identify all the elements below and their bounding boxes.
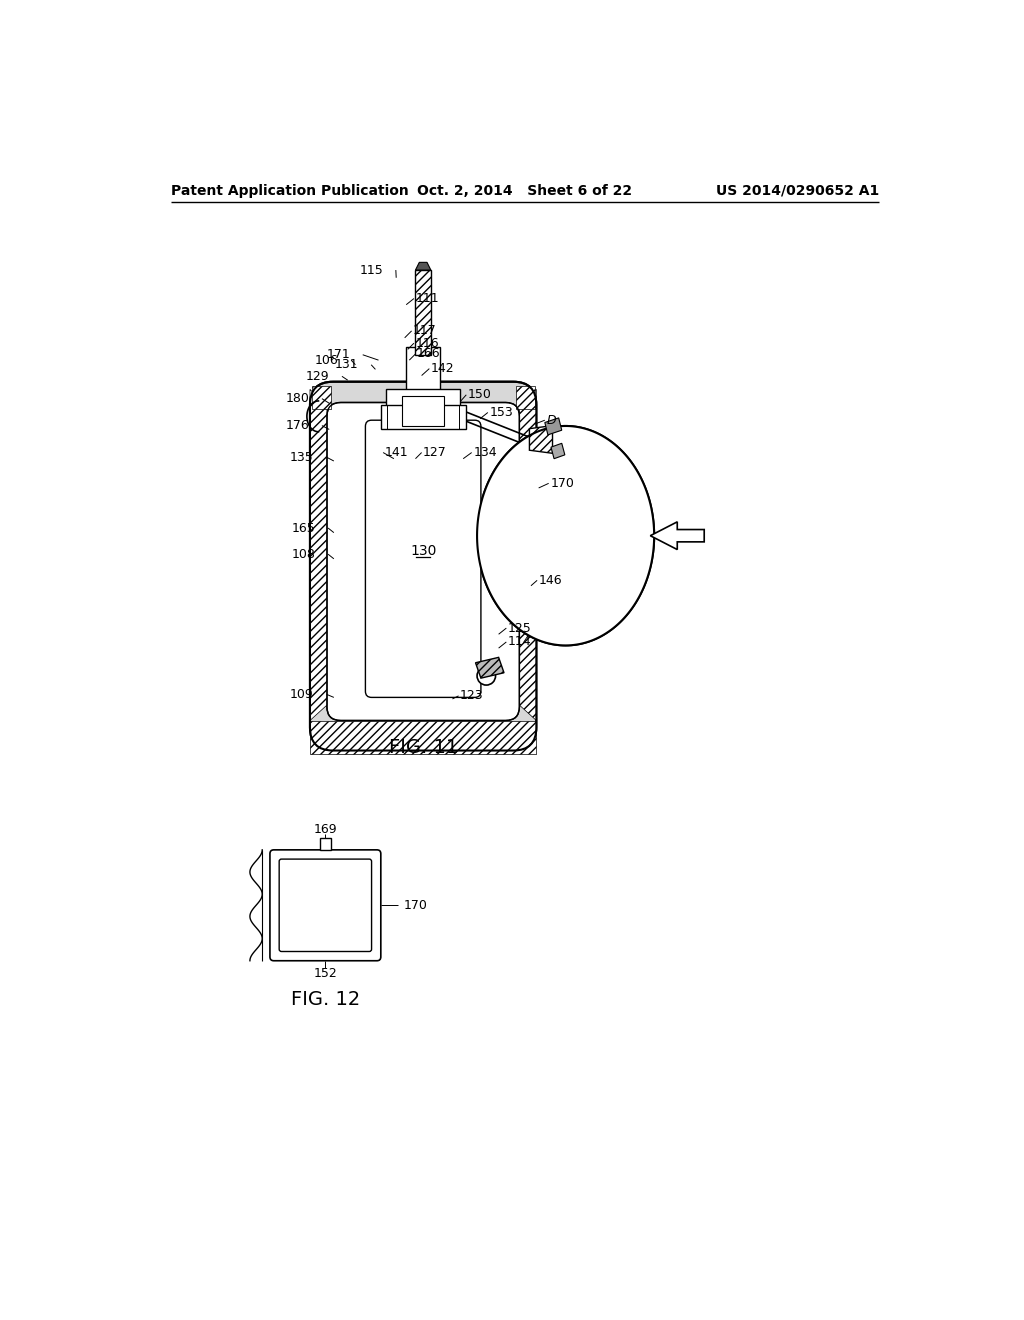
Text: 170: 170 [403,899,428,912]
Text: 169: 169 [313,824,337,837]
Polygon shape [416,263,431,271]
Text: Oct. 2, 2014   Sheet 6 of 22: Oct. 2, 2014 Sheet 6 of 22 [417,183,633,198]
Polygon shape [416,271,431,355]
Text: 127: 127 [423,446,446,459]
FancyBboxPatch shape [280,859,372,952]
Text: 108: 108 [292,548,315,561]
FancyBboxPatch shape [270,850,381,961]
Text: 131: 131 [335,358,358,371]
Polygon shape [475,657,504,678]
Text: 115: 115 [359,264,383,277]
Text: 106: 106 [314,354,339,367]
Text: 114: 114 [508,635,531,648]
Text: D: D [547,413,556,426]
Text: FIG. 12: FIG. 12 [291,990,360,1008]
Bar [402,396,444,426]
Bar [407,347,440,420]
Bar [386,389,460,409]
Polygon shape [477,426,654,645]
Polygon shape [529,425,553,453]
Text: 176: 176 [286,418,309,432]
Polygon shape [551,444,565,459]
Bar [319,838,331,850]
Polygon shape [545,418,562,434]
Text: 165: 165 [292,521,315,535]
Text: 150: 150 [468,388,492,401]
Text: Patent Application Publication: Patent Application Publication [171,183,409,198]
Text: 153: 153 [489,407,513,418]
FancyBboxPatch shape [366,420,481,697]
Polygon shape [650,521,705,549]
Text: 142: 142 [431,362,455,375]
Text: 166: 166 [417,347,440,360]
Text: 180: 180 [286,392,309,405]
Text: 123: 123 [460,689,483,702]
Bar [381,405,466,429]
Polygon shape [310,721,537,755]
Text: US 2014/0290652 A1: US 2014/0290652 A1 [716,183,879,198]
Text: 130: 130 [410,544,436,558]
Text: 146: 146 [539,574,562,587]
Text: 117: 117 [413,325,437,338]
Polygon shape [311,385,331,409]
Text: 171: 171 [327,348,350,362]
Polygon shape [515,385,535,409]
Text: FIG. 11: FIG. 11 [388,738,458,756]
FancyBboxPatch shape [310,381,537,751]
Polygon shape [310,389,327,721]
Text: 141: 141 [385,446,409,459]
Text: 111: 111 [416,292,439,305]
Text: 116: 116 [416,337,439,350]
Text: 129: 129 [305,370,330,383]
Text: 152: 152 [313,966,337,979]
Text: 170: 170 [550,477,574,490]
Polygon shape [477,426,654,645]
Circle shape [477,667,496,685]
Text: 134: 134 [473,446,497,459]
Text: 125: 125 [508,622,531,635]
Polygon shape [519,389,537,721]
FancyBboxPatch shape [327,403,519,721]
Text: 135: 135 [290,450,313,463]
Text: 109: 109 [290,688,313,701]
